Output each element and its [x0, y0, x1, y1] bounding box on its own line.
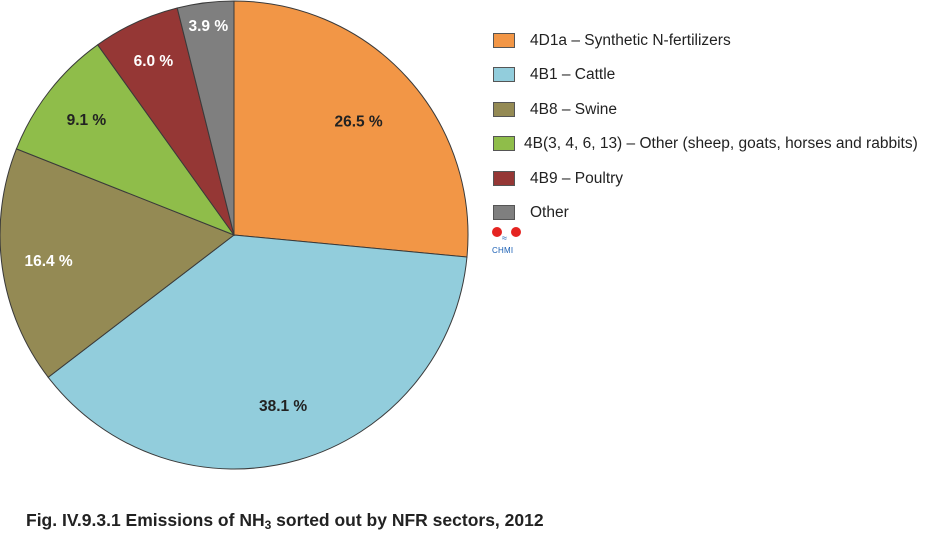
legend-label-cattle: 4B1 – Cattle	[530, 66, 616, 84]
slice-label-other-animals: 9.1 %	[67, 112, 107, 129]
logo-wave-icon: ≈	[502, 233, 507, 243]
legend-label-swine: 4B8 – Swine	[530, 100, 618, 118]
legend-label-poultry: 4B9 – Poultry	[530, 169, 624, 187]
slice-label-synthetic-n-fertilizers: 26.5 %	[334, 114, 382, 131]
pie-slice-synthetic-n-fertilizers	[233, 0, 469, 258]
pie-chart: 26.5 % 38.1 % 16.4 % 9.1 % 6.0 % 3.9 %	[0, 0, 469, 470]
slice-label-cattle: 38.1 %	[259, 398, 307, 415]
logo-dot-left	[492, 227, 502, 237]
legend-label-other: Other	[530, 203, 569, 221]
legend-swatch-cattle	[493, 67, 515, 83]
pie-slice-other-animals	[15, 44, 236, 237]
legend-swatch-other	[493, 204, 515, 220]
caption-subscript: 3	[264, 518, 272, 532]
slice-label-poultry: 6.0 %	[134, 53, 174, 70]
caption-prefix: Fig. IV.9.3.1 Emissions of NH	[26, 510, 265, 530]
pie-slices	[0, 0, 469, 470]
pie-slice-cattle	[47, 234, 468, 470]
slice-label-other: 3.9 %	[188, 18, 228, 35]
figure-caption: Fig. IV.9.3.1 Emissions of NH3 sorted ou…	[26, 510, 544, 532]
pie-slice-other	[176, 0, 235, 236]
legend-swatch-poultry	[493, 170, 515, 186]
pie-labels: 26.5 % 38.1 % 16.4 % 9.1 % 6.0 % 3.9 %	[24, 18, 382, 415]
legend-swatch-other-animals	[493, 136, 515, 152]
slice-label-swine: 16.4 %	[24, 253, 72, 270]
legend-label-synthetic-n-fertilizers: 4D1a – Synthetic N-fertilizers	[530, 32, 731, 49]
legend-label-other-animals: 4B(3, 4, 6, 13) – Other (sheep, goats, h…	[524, 135, 918, 153]
pie-slice-swine	[0, 148, 236, 378]
legend-swatch-swine	[493, 101, 515, 117]
legend-swatch-synthetic-n-fertilizers	[493, 33, 515, 48]
caption-suffix: sorted out by NFR sectors, 2012	[271, 510, 544, 530]
logo-dot-right	[511, 227, 521, 237]
chmi-logo: ≈ CHMI	[492, 227, 522, 257]
logo-text: CHMI	[492, 246, 514, 255]
